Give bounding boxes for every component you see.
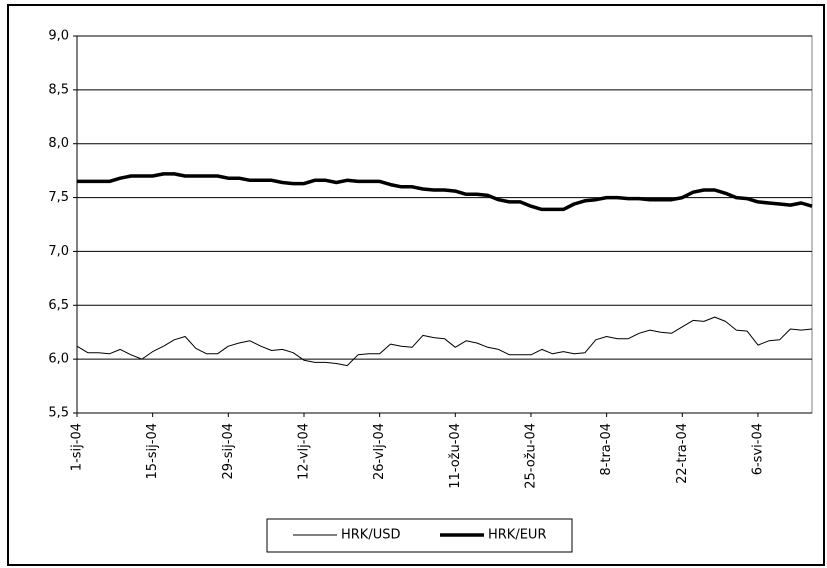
- x-tick-label: 29-sij-04: [221, 423, 236, 479]
- x-tick-label: 22-tra-04: [675, 423, 690, 484]
- x-tick-label: 1-sij-04: [70, 423, 85, 471]
- series-line: [76, 316, 813, 367]
- y-tick-label: 9,0: [48, 29, 69, 44]
- y-tick-label: 7,5: [48, 190, 69, 205]
- legend-label: HRK/USD: [341, 528, 401, 543]
- legend-label: HRK/EUR: [488, 528, 546, 543]
- y-tick-label: 8,0: [48, 136, 69, 151]
- x-tick-label: 8-tra-04: [599, 423, 614, 476]
- y-tick-label: 8,5: [48, 82, 69, 97]
- x-tick-label: 12-vlj-04: [296, 423, 311, 480]
- x-tick-label: 15-sij-04: [145, 423, 160, 479]
- x-tick-label: 26-vlj-04: [372, 423, 387, 480]
- x-tick-label: 11-ožu-04: [448, 423, 463, 489]
- x-tick-label: 6-svi-04: [750, 423, 765, 475]
- plot-area: [76, 35, 813, 414]
- y-tick-label: 5,5: [48, 406, 69, 421]
- y-tick-label: 6,5: [48, 298, 69, 313]
- series-line: [77, 172, 813, 212]
- x-tick-label: 25-ožu-04: [523, 423, 538, 489]
- y-tick-label: 7,0: [48, 244, 69, 259]
- y-tick-label: 6,0: [48, 352, 69, 367]
